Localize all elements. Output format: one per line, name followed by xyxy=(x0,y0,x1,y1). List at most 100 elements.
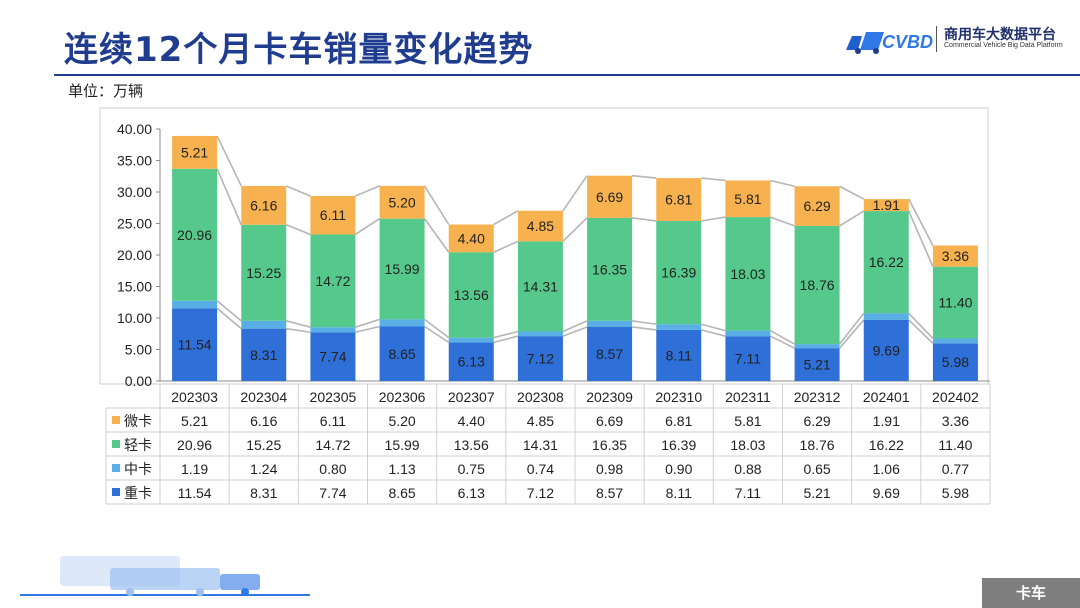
connector-line xyxy=(216,168,242,226)
bar-light xyxy=(794,225,840,345)
data-label-light: 18.03 xyxy=(730,266,765,282)
data-label-light: 11.40 xyxy=(938,295,972,311)
table-cell-heavy: 7.11 xyxy=(735,485,761,501)
connector-line xyxy=(423,218,450,253)
connector-line xyxy=(285,185,311,197)
bar-medium xyxy=(863,313,909,320)
x-tick-label: 202310 xyxy=(655,389,702,405)
connector-line xyxy=(562,175,588,212)
table-cell-medium: 1.06 xyxy=(873,461,900,477)
bar-mini xyxy=(863,199,909,212)
data-label-mini: 6.81 xyxy=(665,192,692,208)
connector-line xyxy=(355,325,380,334)
bar-medium xyxy=(172,300,218,309)
table-cell-mini: 6.81 xyxy=(665,413,692,429)
bar-light xyxy=(587,217,633,321)
table-cell-mini: 6.29 xyxy=(803,413,830,429)
table-cell-mini: 5.20 xyxy=(388,413,415,429)
y-tick-label: 0.00 xyxy=(125,373,152,389)
table-cell-mini: 5.81 xyxy=(734,413,761,429)
table-cell-heavy: 5.21 xyxy=(803,485,830,501)
data-label-mini: 3.36 xyxy=(942,248,969,264)
bar-heavy xyxy=(379,326,425,381)
connector-line xyxy=(839,210,865,227)
bar-light xyxy=(448,252,494,338)
table-cell-heavy: 8.57 xyxy=(596,485,623,501)
data-label-heavy: 8.11 xyxy=(666,347,692,363)
bar-light xyxy=(725,217,771,331)
bar-heavy xyxy=(587,327,633,381)
data-label-mini: 6.11 xyxy=(320,207,346,223)
data-label-light: 15.25 xyxy=(246,265,281,281)
data-label-light: 14.72 xyxy=(315,273,350,289)
connector-line xyxy=(701,177,726,182)
table-cell-light: 14.72 xyxy=(315,437,350,453)
table-cell-light: 16.39 xyxy=(661,437,696,453)
bar-light xyxy=(172,168,218,301)
table-cell-medium: 0.88 xyxy=(734,461,761,477)
connector-line xyxy=(908,319,934,344)
connector-line xyxy=(562,320,588,333)
data-label-heavy: 8.65 xyxy=(388,346,415,362)
connector-line xyxy=(355,185,380,197)
bar-heavy xyxy=(863,319,909,381)
connector-line xyxy=(908,198,934,246)
bar-heavy xyxy=(656,329,702,381)
bar-mini xyxy=(310,195,356,235)
x-tick-label: 202306 xyxy=(379,389,426,405)
data-label-mini: 6.69 xyxy=(596,189,623,205)
bar-mini xyxy=(517,210,563,242)
connector-line xyxy=(701,323,726,332)
connector-line xyxy=(285,224,311,236)
data-table: 202303 202304 202305 202306 202307 202308 2023… xyxy=(105,383,991,505)
data-label-heavy: 7.74 xyxy=(319,349,346,365)
table-cell-light: 16.35 xyxy=(592,437,627,453)
connector-line xyxy=(838,319,865,349)
table-cell-medium: 0.77 xyxy=(942,461,969,477)
data-label-heavy: 9.69 xyxy=(873,342,900,358)
bar-mini xyxy=(448,224,494,253)
connector-line xyxy=(631,320,657,326)
legend-swatch-medium xyxy=(112,464,120,472)
data-label-light: 18.76 xyxy=(800,277,835,293)
y-tick-label: 10.00 xyxy=(117,310,152,326)
section-tag: 卡车 xyxy=(982,578,1080,608)
bar-light xyxy=(517,241,563,332)
logo-separator xyxy=(936,26,937,52)
legend-swatch-mini xyxy=(112,416,120,424)
connector-line xyxy=(286,327,311,334)
table-cell-heavy: 7.12 xyxy=(527,485,554,501)
table-cell-heavy: 8.31 xyxy=(250,485,277,501)
table-cell-heavy: 9.69 xyxy=(873,485,900,501)
data-label-light: 20.96 xyxy=(177,227,212,243)
table-cell-mini: 6.11 xyxy=(320,413,346,429)
connector-line xyxy=(493,335,519,344)
stacked-bar-chart: 0.00 5.00 10.00 15.00 20.00 25.00 30.00 35.00 40… xyxy=(99,107,991,505)
table-cell-light: 16.22 xyxy=(869,437,904,453)
bar-mini xyxy=(587,175,633,218)
connector-line xyxy=(908,210,934,267)
table-cell-heavy: 7.74 xyxy=(319,485,346,501)
table-cell-mini: 3.36 xyxy=(942,413,969,429)
table-cell-heavy: 6.13 xyxy=(458,485,485,501)
bar-medium xyxy=(241,320,287,329)
bar-heavy xyxy=(241,328,287,381)
y-tick-label: 40.00 xyxy=(117,121,152,137)
connector-line xyxy=(632,174,657,179)
x-tick-label: 202309 xyxy=(586,389,633,405)
table-cell-light: 20.96 xyxy=(177,437,212,453)
x-tick-label: 202303 xyxy=(171,389,218,405)
table-cell-mini: 4.85 xyxy=(527,413,554,429)
data-label-heavy: 5.21 xyxy=(803,357,830,373)
table-cell-medium: 0.65 xyxy=(803,461,830,477)
bar-medium xyxy=(448,337,494,343)
connector-line xyxy=(424,318,450,339)
title-divider xyxy=(54,74,1080,76)
bar-mini xyxy=(794,186,840,226)
bar-light xyxy=(379,218,425,320)
data-label-heavy: 6.13 xyxy=(458,354,485,370)
data-label-light: 16.35 xyxy=(592,261,627,277)
legend-label-medium: 中卡 xyxy=(124,462,152,478)
connector-line xyxy=(493,240,519,253)
legend-swatch-light xyxy=(112,440,120,448)
